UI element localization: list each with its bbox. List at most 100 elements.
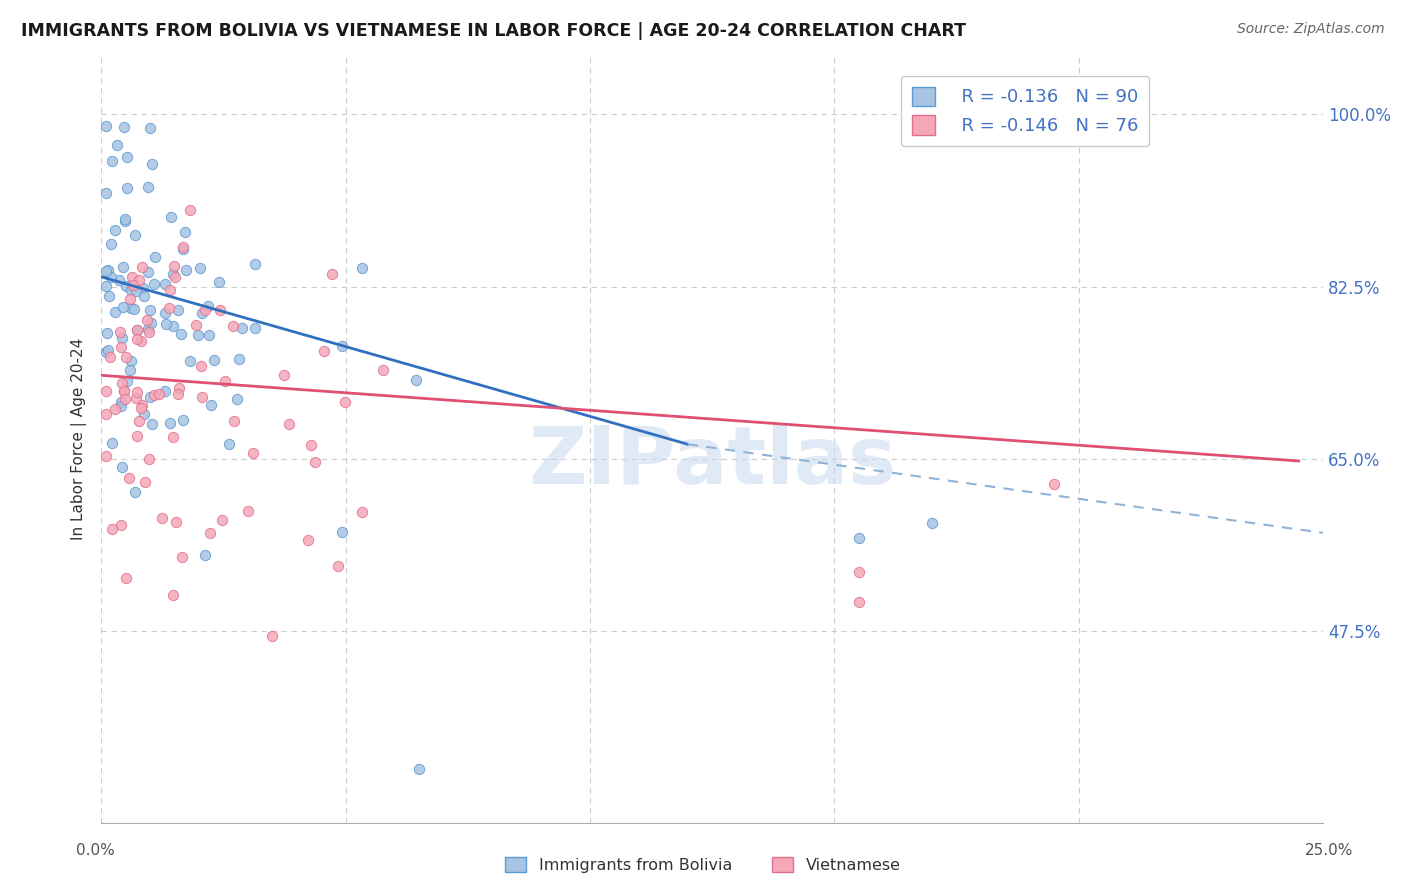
Point [115, 374, 138, 388]
Point [848, 566, 870, 580]
Point [299, 438, 322, 452]
Point [131, 260, 153, 274]
Point [200, 398, 222, 412]
Point [172, 549, 194, 564]
Point [155, 317, 177, 331]
Point [224, 414, 246, 428]
Legend:   R = -0.136   N = 90,   R = -0.146   N = 76: R = -0.136 N = 90, R = -0.146 N = 76 [901, 76, 1149, 146]
Point [128, 273, 150, 287]
Point [352, 260, 374, 275]
Point [118, 471, 141, 485]
Y-axis label: In Labor Force | Age 20-24: In Labor Force | Age 20-24 [72, 338, 87, 541]
Point [98, 351, 121, 365]
Point [162, 318, 184, 333]
Point [114, 392, 136, 406]
Point [104, 401, 127, 416]
Point [222, 319, 245, 334]
Point [134, 475, 156, 489]
Point [198, 327, 221, 342]
Point [105, 137, 128, 152]
Point [148, 387, 170, 401]
Point [191, 305, 214, 319]
Point [120, 283, 142, 297]
Point [167, 303, 190, 318]
Point [335, 394, 357, 409]
Point [103, 223, 125, 237]
Point [231, 320, 253, 334]
Point [273, 368, 295, 383]
Point [179, 354, 201, 368]
Point [330, 524, 353, 539]
Point [114, 279, 136, 293]
Point [114, 350, 136, 364]
Text: 0.0%: 0.0% [76, 843, 115, 858]
Point [186, 318, 208, 333]
Point [139, 121, 162, 136]
Point [405, 373, 427, 387]
Point [160, 210, 183, 224]
Point [125, 333, 148, 347]
Point [242, 445, 264, 459]
Point [350, 505, 373, 519]
Text: IMMIGRANTS FROM BOLIVIA VS VIETNAMESE IN LABOR FORCE | AGE 20-24 CORRELATION CHA: IMMIGRANTS FROM BOLIVIA VS VIETNAMESE IN… [21, 22, 966, 40]
Point [141, 157, 163, 171]
Point [921, 516, 943, 530]
Point [162, 589, 184, 603]
Point [150, 511, 173, 525]
Point [136, 313, 159, 327]
Point [297, 533, 319, 547]
Point [198, 526, 221, 541]
Point [94, 384, 117, 398]
Point [111, 376, 134, 390]
Point [100, 436, 122, 450]
Point [304, 454, 326, 468]
Point [125, 391, 148, 405]
Point [141, 417, 163, 432]
Point [142, 277, 165, 291]
Point [159, 416, 181, 430]
Point [125, 323, 148, 337]
Point [138, 326, 160, 340]
Point [153, 277, 176, 291]
Point [110, 340, 132, 354]
Point [120, 301, 142, 315]
Point [226, 392, 249, 406]
Point [194, 548, 217, 562]
Point [127, 428, 149, 442]
Point [243, 257, 266, 271]
Point [94, 120, 117, 134]
Point [112, 120, 135, 134]
Point [96, 186, 118, 201]
Point [96, 326, 118, 340]
Point [236, 504, 259, 518]
Point [167, 380, 190, 394]
Point [112, 260, 135, 275]
Point [121, 277, 143, 292]
Point [202, 353, 225, 368]
Point [139, 391, 162, 405]
Point [174, 225, 197, 239]
Point [121, 270, 143, 285]
Point [125, 284, 148, 298]
Point [218, 436, 240, 450]
Point [321, 268, 343, 282]
Point [172, 243, 194, 257]
Point [190, 359, 212, 373]
Point [104, 305, 127, 319]
Point [94, 263, 117, 277]
Point [111, 331, 134, 345]
Point [100, 237, 122, 252]
Point [165, 515, 187, 529]
Point [125, 385, 148, 400]
Point [141, 316, 163, 330]
Point [94, 408, 117, 422]
Point [172, 240, 194, 254]
Point [129, 334, 152, 348]
Point [107, 272, 129, 286]
Point [120, 354, 142, 368]
Point [110, 518, 132, 533]
Point [98, 289, 121, 303]
Point [114, 211, 136, 226]
Point [94, 344, 117, 359]
Point [97, 343, 120, 357]
